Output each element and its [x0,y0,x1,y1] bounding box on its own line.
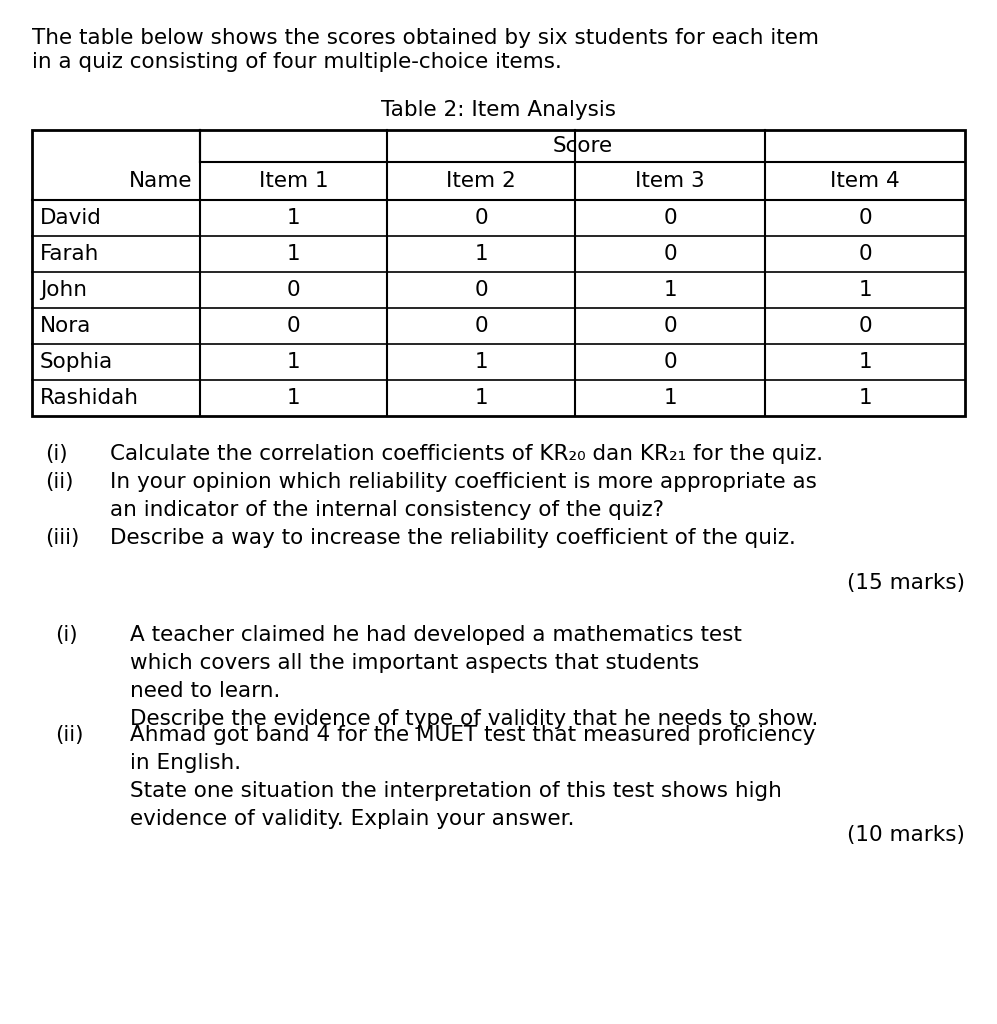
Text: Item 3: Item 3 [635,171,705,191]
Text: 0: 0 [287,280,300,300]
Text: 0: 0 [475,208,488,228]
Text: (iii): (iii) [45,528,80,548]
Text: 0: 0 [663,352,677,372]
Text: Nora: Nora [40,316,92,336]
Text: 1: 1 [858,388,871,408]
Text: 0: 0 [858,244,871,264]
Text: 1: 1 [858,280,871,300]
Text: 1: 1 [287,208,300,228]
Text: 1: 1 [475,352,488,372]
Text: (ii): (ii) [55,725,84,745]
Text: 1: 1 [287,388,300,408]
Text: 0: 0 [475,316,488,336]
Text: Farah: Farah [40,244,100,264]
Text: 0: 0 [663,316,677,336]
Text: 1: 1 [287,244,300,264]
Text: The table below shows the scores obtained by six students for each item: The table below shows the scores obtaine… [32,28,819,48]
Text: in a quiz consisting of four multiple-choice items.: in a quiz consisting of four multiple-ch… [32,52,562,72]
Text: (ii): (ii) [45,472,74,492]
Text: 0: 0 [663,244,677,264]
Text: Rashidah: Rashidah [40,388,139,408]
Text: 0: 0 [663,208,677,228]
Text: (i): (i) [45,444,68,464]
Text: (i): (i) [55,625,78,645]
Text: Sophia: Sophia [40,352,114,372]
Text: Name: Name [129,171,192,191]
Text: 0: 0 [287,316,300,336]
Text: 1: 1 [663,388,677,408]
Text: 0: 0 [858,316,871,336]
Text: 1: 1 [663,280,677,300]
Text: Table 2: Item Analysis: Table 2: Item Analysis [381,100,616,120]
Text: David: David [40,208,102,228]
Text: Item 1: Item 1 [258,171,328,191]
Text: 1: 1 [475,244,488,264]
Text: In your opinion which reliability coefficient is more appropriate as
an indicato: In your opinion which reliability coeffi… [110,472,817,520]
Bar [32,130,965,416]
Text: (10 marks): (10 marks) [847,825,965,845]
Text: Item 4: Item 4 [831,171,900,191]
Text: Score: Score [552,136,612,156]
Text: Item 2: Item 2 [446,171,515,191]
Text: A teacher claimed he had developed a mathematics test
which covers all the impor: A teacher claimed he had developed a mat… [130,625,819,729]
Text: Calculate the correlation coefficients of KR₂₀ dan KR₂₁ for the quiz.: Calculate the correlation coefficients o… [110,444,824,464]
Text: 1: 1 [858,352,871,372]
Text: (15 marks): (15 marks) [847,573,965,593]
Text: 1: 1 [287,352,300,372]
Text: 0: 0 [475,280,488,300]
Text: John: John [40,280,87,300]
Text: Ahmad got band 4 for the MUET test that measured proficiency
in English.
State o: Ahmad got band 4 for the MUET test that … [130,725,816,829]
Text: 1: 1 [475,388,488,408]
Text: 0: 0 [858,208,871,228]
Text: Describe a way to increase the reliability coefficient of the quiz.: Describe a way to increase the reliabili… [110,528,796,548]
